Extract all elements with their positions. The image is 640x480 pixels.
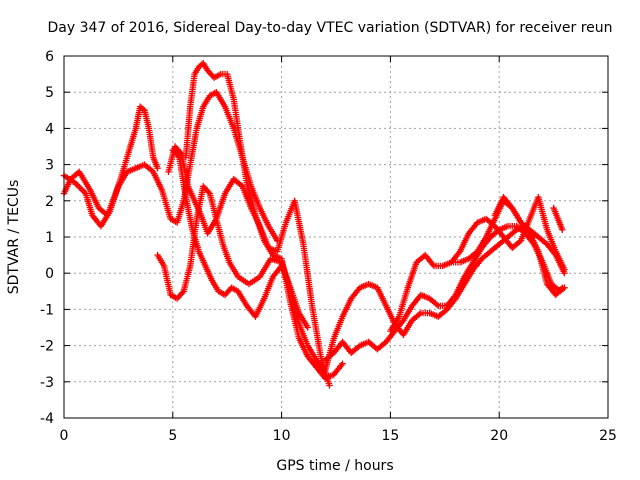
data-point: [416, 311, 423, 318]
y-tick-label: -4: [40, 411, 54, 427]
y-tick-label: 3: [45, 158, 54, 174]
data-point: [139, 105, 147, 113]
series-arc-d: [154, 183, 311, 331]
y-tick-label: 0: [45, 266, 54, 282]
series-arc-h: [321, 222, 568, 364]
data-point: [154, 165, 161, 172]
data-point: [561, 266, 568, 273]
data-point: [339, 360, 346, 367]
y-tick-label: 4: [45, 121, 54, 137]
data-point: [74, 182, 82, 190]
y-tick-label: 2: [45, 194, 54, 210]
data-point: [76, 184, 83, 191]
data-point: [326, 382, 333, 389]
x-axis-label: GPS time / hours: [276, 458, 393, 474]
y-tick-label: 1: [45, 230, 54, 246]
series-arc-f: [169, 146, 285, 320]
data-point: [179, 289, 186, 296]
x-tick-label: 0: [60, 428, 69, 444]
x-tick-label: 25: [599, 428, 617, 444]
data-point: [557, 285, 565, 293]
x-tick-label: 20: [490, 428, 508, 444]
grid-lines: [64, 56, 608, 418]
data-points: [60, 60, 568, 389]
x-tick-label: 5: [168, 428, 177, 444]
data-point: [176, 149, 184, 156]
data-point: [174, 152, 182, 160]
data-point: [79, 187, 86, 194]
y-tick-label: 6: [45, 49, 54, 65]
plot-border: [63, 55, 609, 419]
series-arc-l: [550, 204, 566, 233]
data-point: [205, 188, 212, 196]
chart-title: Day 347 of 2016, Sidereal Day-to-day VTE…: [47, 20, 612, 36]
y-tick-label: -2: [40, 339, 54, 355]
data-point: [559, 226, 566, 233]
x-tick-label: 15: [381, 428, 399, 444]
series-arc-k: [491, 193, 566, 299]
y-tick-label: -3: [40, 375, 54, 391]
y-tick-label: 5: [45, 85, 54, 101]
data-point: [304, 324, 311, 331]
data-point: [77, 185, 85, 193]
data-point: [559, 284, 566, 291]
series-arc-j: [448, 193, 568, 273]
series-arc-e: [165, 143, 333, 389]
tick-labels: 0 5 10 15 20 25 -4 -3 -2 -1 0 1 2 3 4 5 6: [40, 49, 617, 444]
y-axis-label: SDTVAR / TECUs: [6, 180, 22, 295]
data-point: [433, 301, 441, 308]
y-tick-label: -1: [40, 302, 54, 318]
x-tick-label: 10: [273, 428, 291, 444]
